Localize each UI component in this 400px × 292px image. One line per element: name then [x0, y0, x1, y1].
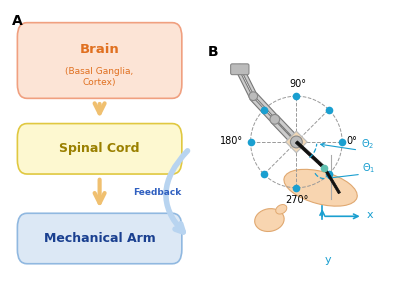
Ellipse shape	[255, 208, 284, 232]
Text: 180°: 180°	[220, 136, 243, 146]
Polygon shape	[286, 131, 307, 153]
Polygon shape	[236, 69, 252, 98]
Circle shape	[290, 136, 302, 148]
Text: x: x	[367, 210, 374, 220]
Circle shape	[235, 65, 245, 74]
Text: 90°: 90°	[289, 79, 306, 89]
Ellipse shape	[284, 169, 357, 206]
Ellipse shape	[276, 204, 287, 214]
FancyBboxPatch shape	[17, 23, 182, 98]
Polygon shape	[275, 116, 300, 142]
Text: A: A	[12, 14, 22, 28]
Polygon shape	[254, 93, 278, 119]
Text: 0°: 0°	[346, 136, 357, 146]
Polygon shape	[323, 167, 340, 194]
Polygon shape	[271, 120, 296, 145]
Polygon shape	[295, 141, 325, 169]
Text: Mechanical Arm: Mechanical Arm	[44, 232, 156, 245]
Text: B: B	[208, 45, 218, 59]
Text: Spinal Cord: Spinal Cord	[59, 142, 140, 155]
Polygon shape	[240, 67, 257, 96]
FancyBboxPatch shape	[231, 64, 249, 75]
Text: $\Theta_1$: $\Theta_1$	[362, 161, 376, 175]
Text: Feedback: Feedback	[133, 188, 181, 197]
FancyBboxPatch shape	[17, 213, 182, 264]
FancyBboxPatch shape	[17, 124, 182, 174]
Text: $\Theta_2$: $\Theta_2$	[361, 137, 374, 151]
Text: 270°: 270°	[286, 195, 309, 205]
Polygon shape	[250, 97, 274, 122]
Text: y: y	[324, 255, 331, 265]
Text: (Basal Ganglia,
Cortex): (Basal Ganglia, Cortex)	[66, 67, 134, 87]
Circle shape	[270, 114, 280, 124]
Text: Brain: Brain	[80, 44, 120, 56]
Circle shape	[249, 92, 258, 100]
